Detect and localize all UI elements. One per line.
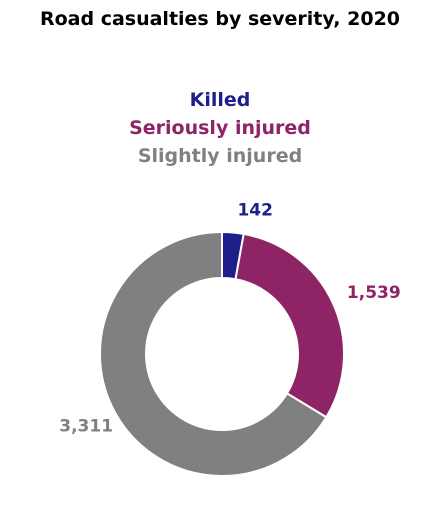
data-label-seriously-injured: 1,539 <box>347 283 401 303</box>
legend-item-killed: Killed <box>189 89 251 111</box>
legend-item-seriously-injured: Seriously injured <box>129 117 311 139</box>
data-label-killed: 142 <box>237 201 273 221</box>
donut-slices <box>99 230 345 477</box>
donut-slice-seriously-injured <box>234 232 345 419</box>
donut-data-labels: 142 1,539 3,311 <box>59 201 400 437</box>
chart-title: Road casualties by severity, 2020 <box>0 6 440 33</box>
chart-title-text: Road casualties by severity, 2020 <box>39 8 401 30</box>
data-label-slightly-injured: 3,311 <box>59 417 113 437</box>
donut-slice-slightly-injured <box>99 230 328 477</box>
legend: Killed Seriously injured Slightly injure… <box>0 86 440 170</box>
legend-item-slightly-injured: Slightly injured <box>137 145 303 167</box>
